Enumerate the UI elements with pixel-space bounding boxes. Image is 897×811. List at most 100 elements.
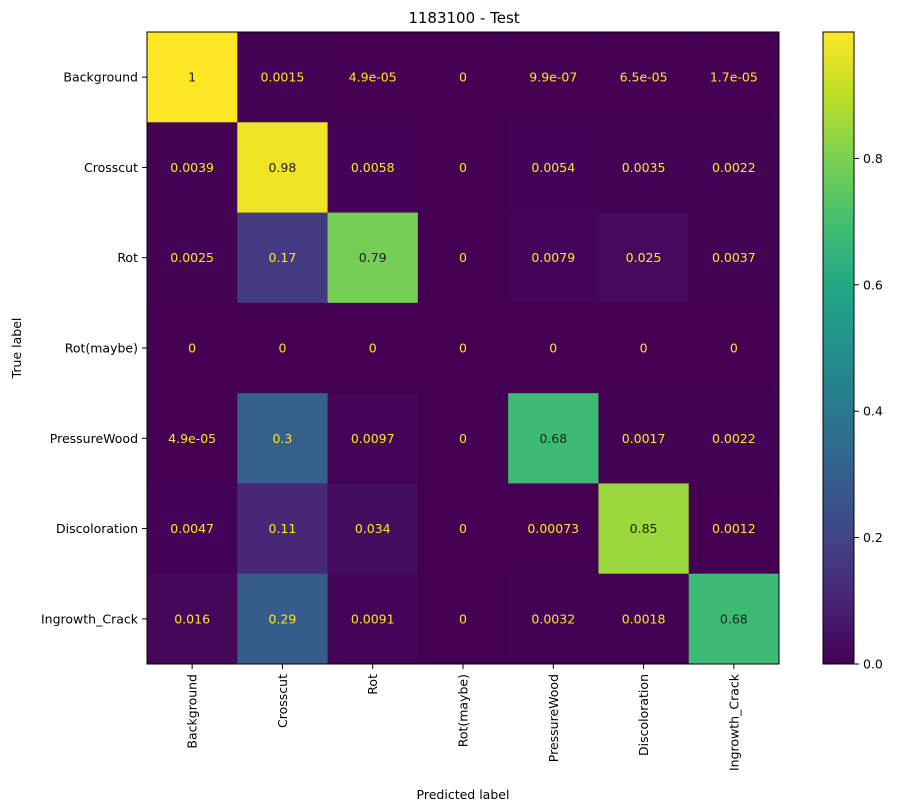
x-tick-label: Ingrowth_Crack <box>726 673 741 771</box>
cell-value-label: 0.0012 <box>712 521 756 536</box>
colorbar <box>822 31 855 665</box>
x-axis-ticks: Background Crosscut Rot Rot(maybe) PressureW… <box>185 664 741 771</box>
heatmap-cell <box>417 212 509 304</box>
heatmap-cell <box>688 573 780 665</box>
cell-value-label: 0.0035 <box>622 160 666 175</box>
heatmap-cell <box>327 483 419 575</box>
chart-title: 1183100 - Test <box>408 9 519 27</box>
heatmap-cell <box>508 212 599 304</box>
cell-value-label: 0.79 <box>359 250 387 265</box>
cell-value-label: 0 <box>549 341 557 356</box>
heatmap-cell <box>327 212 419 304</box>
y-axis-ticks: Background Crosscut Rot Rot(maybe) PressureW… <box>41 70 147 626</box>
heatmap-cell <box>417 483 509 575</box>
heatmap-cell <box>327 573 419 665</box>
cell-value-label: 0.68 <box>539 431 567 446</box>
y-tick-label: Background <box>63 70 138 85</box>
cell-value-label: 0 <box>188 341 196 356</box>
cell-value-label: 0.0054 <box>531 160 575 175</box>
cell-value-label: 0.0047 <box>170 521 214 536</box>
colorbar-tick-label: 0.2 <box>863 530 883 545</box>
cell-value-label: 0 <box>640 341 648 356</box>
cell-value-label: 0.034 <box>355 521 391 536</box>
heatmap-cell <box>147 32 238 123</box>
x-axis-label: Predicted label <box>417 787 510 802</box>
y-tick-label: PressureWood <box>50 431 138 446</box>
heatmap-cell <box>237 212 329 304</box>
cell-value-label: 0.00073 <box>527 521 579 536</box>
heatmap-cell <box>327 122 419 214</box>
heatmap-cell <box>147 212 238 304</box>
heatmap-cells <box>147 32 780 665</box>
heatmap-cell <box>237 32 329 123</box>
heatmap-cell <box>598 573 690 665</box>
heatmap-cell <box>147 483 238 575</box>
heatmap-cell <box>598 302 690 394</box>
colorbar-ticks: 0.0 0.2 0.4 0.6 0.8 <box>854 151 883 672</box>
cell-value-label: 0 <box>459 160 467 175</box>
heatmap-cell <box>147 573 238 665</box>
heatmap-cell <box>508 32 599 123</box>
cell-value-label: 0.98 <box>269 160 297 175</box>
heatmap-cell <box>688 122 780 214</box>
x-tick-label: PressureWood <box>546 674 561 762</box>
cell-value-label: 0.3 <box>272 431 292 446</box>
colorbar-tick-label: 0.6 <box>863 277 883 292</box>
x-tick-label: Rot <box>365 674 380 695</box>
cell-value-label: 0 <box>369 341 377 356</box>
cell-value-label: 4.9e-05 <box>349 70 397 85</box>
heatmap-cell <box>417 393 509 484</box>
y-tick-label: Rot <box>117 250 138 265</box>
cell-value-label: 0 <box>459 521 467 536</box>
heatmap-cell <box>688 302 780 394</box>
cell-value-label: 0.0015 <box>261 70 305 85</box>
heatmap-cell <box>508 483 599 575</box>
heatmap-cell <box>688 393 780 484</box>
x-tick-label: Background <box>185 674 200 749</box>
heatmap-cell <box>417 302 509 394</box>
cell-value-label: 0 <box>459 250 467 265</box>
heatmap-cell <box>147 122 238 214</box>
cell-value-label: 0.85 <box>630 521 658 536</box>
y-tick-label: Crosscut <box>84 160 138 175</box>
heatmap-cell <box>508 302 599 394</box>
heatmap-cell <box>598 32 690 123</box>
cell-value-label: 0 <box>459 431 467 446</box>
heatmap-cell <box>688 32 780 123</box>
cell-value-label: 0 <box>459 611 467 626</box>
heatmap-cell <box>598 122 690 214</box>
heatmap-cell <box>508 393 599 484</box>
cell-value-label: 0 <box>459 341 467 356</box>
heatmap-cell <box>237 483 329 575</box>
cell-value-label: 0.0058 <box>351 160 395 175</box>
cell-value-label: 0.0097 <box>351 431 395 446</box>
heatmap-cell <box>327 393 419 484</box>
heatmap-cell <box>147 393 238 484</box>
y-tick-label: Ingrowth_Crack <box>41 611 139 626</box>
heatmap-cell <box>417 573 509 665</box>
cell-value-label: 0.68 <box>720 611 748 626</box>
cell-value-label: 0.29 <box>269 611 297 626</box>
y-tick-label: Discoloration <box>56 521 138 536</box>
cell-value-label: 0.0039 <box>170 160 214 175</box>
heatmap-cell-labels: 1 0.0015 4.9e-05 0 9.9e-07 6.5e-05 1.7e-05 0.00… <box>168 70 758 627</box>
cell-value-label: 0.17 <box>269 250 297 265</box>
cell-value-label: 0.11 <box>269 521 297 536</box>
cell-value-label: 4.9e-05 <box>168 431 216 446</box>
cell-value-label: 0.0091 <box>351 611 395 626</box>
cell-value-label: 0.0022 <box>712 431 756 446</box>
cell-value-label: 0.0079 <box>531 250 575 265</box>
cell-value-label: 0.016 <box>174 611 210 626</box>
x-tick-label: Discoloration <box>636 674 651 756</box>
y-axis-label: True label <box>9 318 24 380</box>
heatmap-cell <box>417 122 509 214</box>
cell-value-label: 0.0037 <box>712 250 756 265</box>
cell-value-label: 1.7e-05 <box>710 70 758 85</box>
cell-value-label: 0.0032 <box>531 611 575 626</box>
cell-value-label: 0.025 <box>626 250 662 265</box>
heatmap-cell <box>598 212 690 304</box>
x-tick-label: Crosscut <box>275 674 290 728</box>
cell-value-label: 0.0025 <box>170 250 214 265</box>
heatmap-cell <box>508 573 599 665</box>
